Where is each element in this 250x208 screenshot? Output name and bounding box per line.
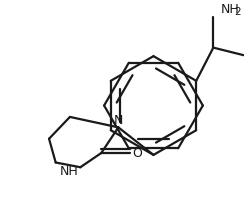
Text: NH: NH (221, 3, 240, 16)
Text: NH: NH (60, 165, 78, 178)
Text: N: N (114, 114, 123, 127)
Text: 2: 2 (234, 7, 241, 17)
Text: O: O (132, 146, 142, 160)
